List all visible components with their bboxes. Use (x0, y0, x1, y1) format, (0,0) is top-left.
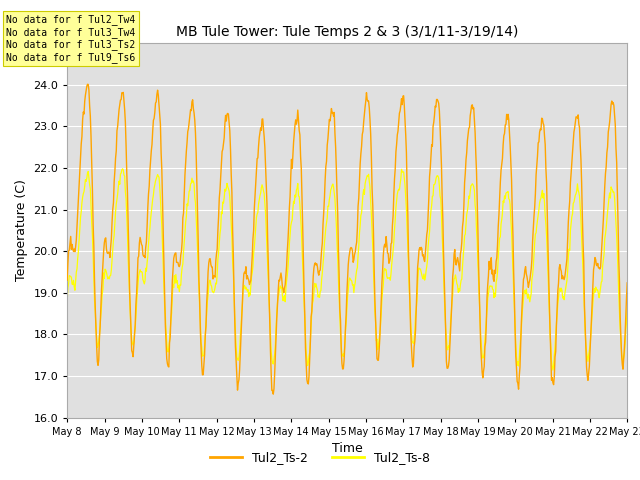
Line: Tul2_Ts-2: Tul2_Ts-2 (67, 84, 627, 394)
Title: MB Tule Tower: Tule Temps 2 & 3 (3/1/11-3/19/14): MB Tule Tower: Tule Temps 2 & 3 (3/1/11-… (176, 25, 518, 39)
Tul2_Ts-8 (623, 305, 631, 311)
X-axis label: Time: Time (332, 442, 363, 455)
Tul2_Ts-2 (623, 280, 631, 286)
Tul2_Ts-2 (269, 391, 277, 397)
Tul2_Ts-8 (549, 367, 557, 373)
Legend: Tul2_Ts-2, Tul2_Ts-8: Tul2_Ts-2, Tul2_Ts-8 (205, 446, 435, 469)
Tul2_Ts-2 (84, 82, 92, 87)
Text: No data for f Tul2_Tw4
No data for f Tul3_Tw4
No data for f Tul3_Ts2
No data for: No data for f Tul2_Tw4 No data for f Tul… (6, 14, 136, 63)
Tul2_Ts-8 (489, 287, 497, 292)
Tul2_Ts-2 (390, 192, 397, 198)
Tul2_Ts-2 (490, 276, 497, 282)
Tul2_Ts-8 (389, 248, 397, 253)
Tul2_Ts-2 (547, 356, 555, 361)
Tul2_Ts-8 (63, 298, 71, 304)
Tul2_Ts-8 (119, 166, 127, 172)
Tul2_Ts-8 (421, 277, 429, 283)
Tul2_Ts-2 (63, 277, 71, 283)
Tul2_Ts-8 (98, 302, 106, 308)
Tul2_Ts-2 (422, 251, 429, 256)
Tul2_Ts-2 (404, 252, 412, 258)
Tul2_Ts-8 (547, 332, 554, 337)
Line: Tul2_Ts-8: Tul2_Ts-8 (67, 169, 627, 370)
Y-axis label: Temperature (C): Temperature (C) (15, 180, 28, 281)
Tul2_Ts-2 (99, 274, 106, 280)
Tul2_Ts-8 (404, 242, 412, 248)
